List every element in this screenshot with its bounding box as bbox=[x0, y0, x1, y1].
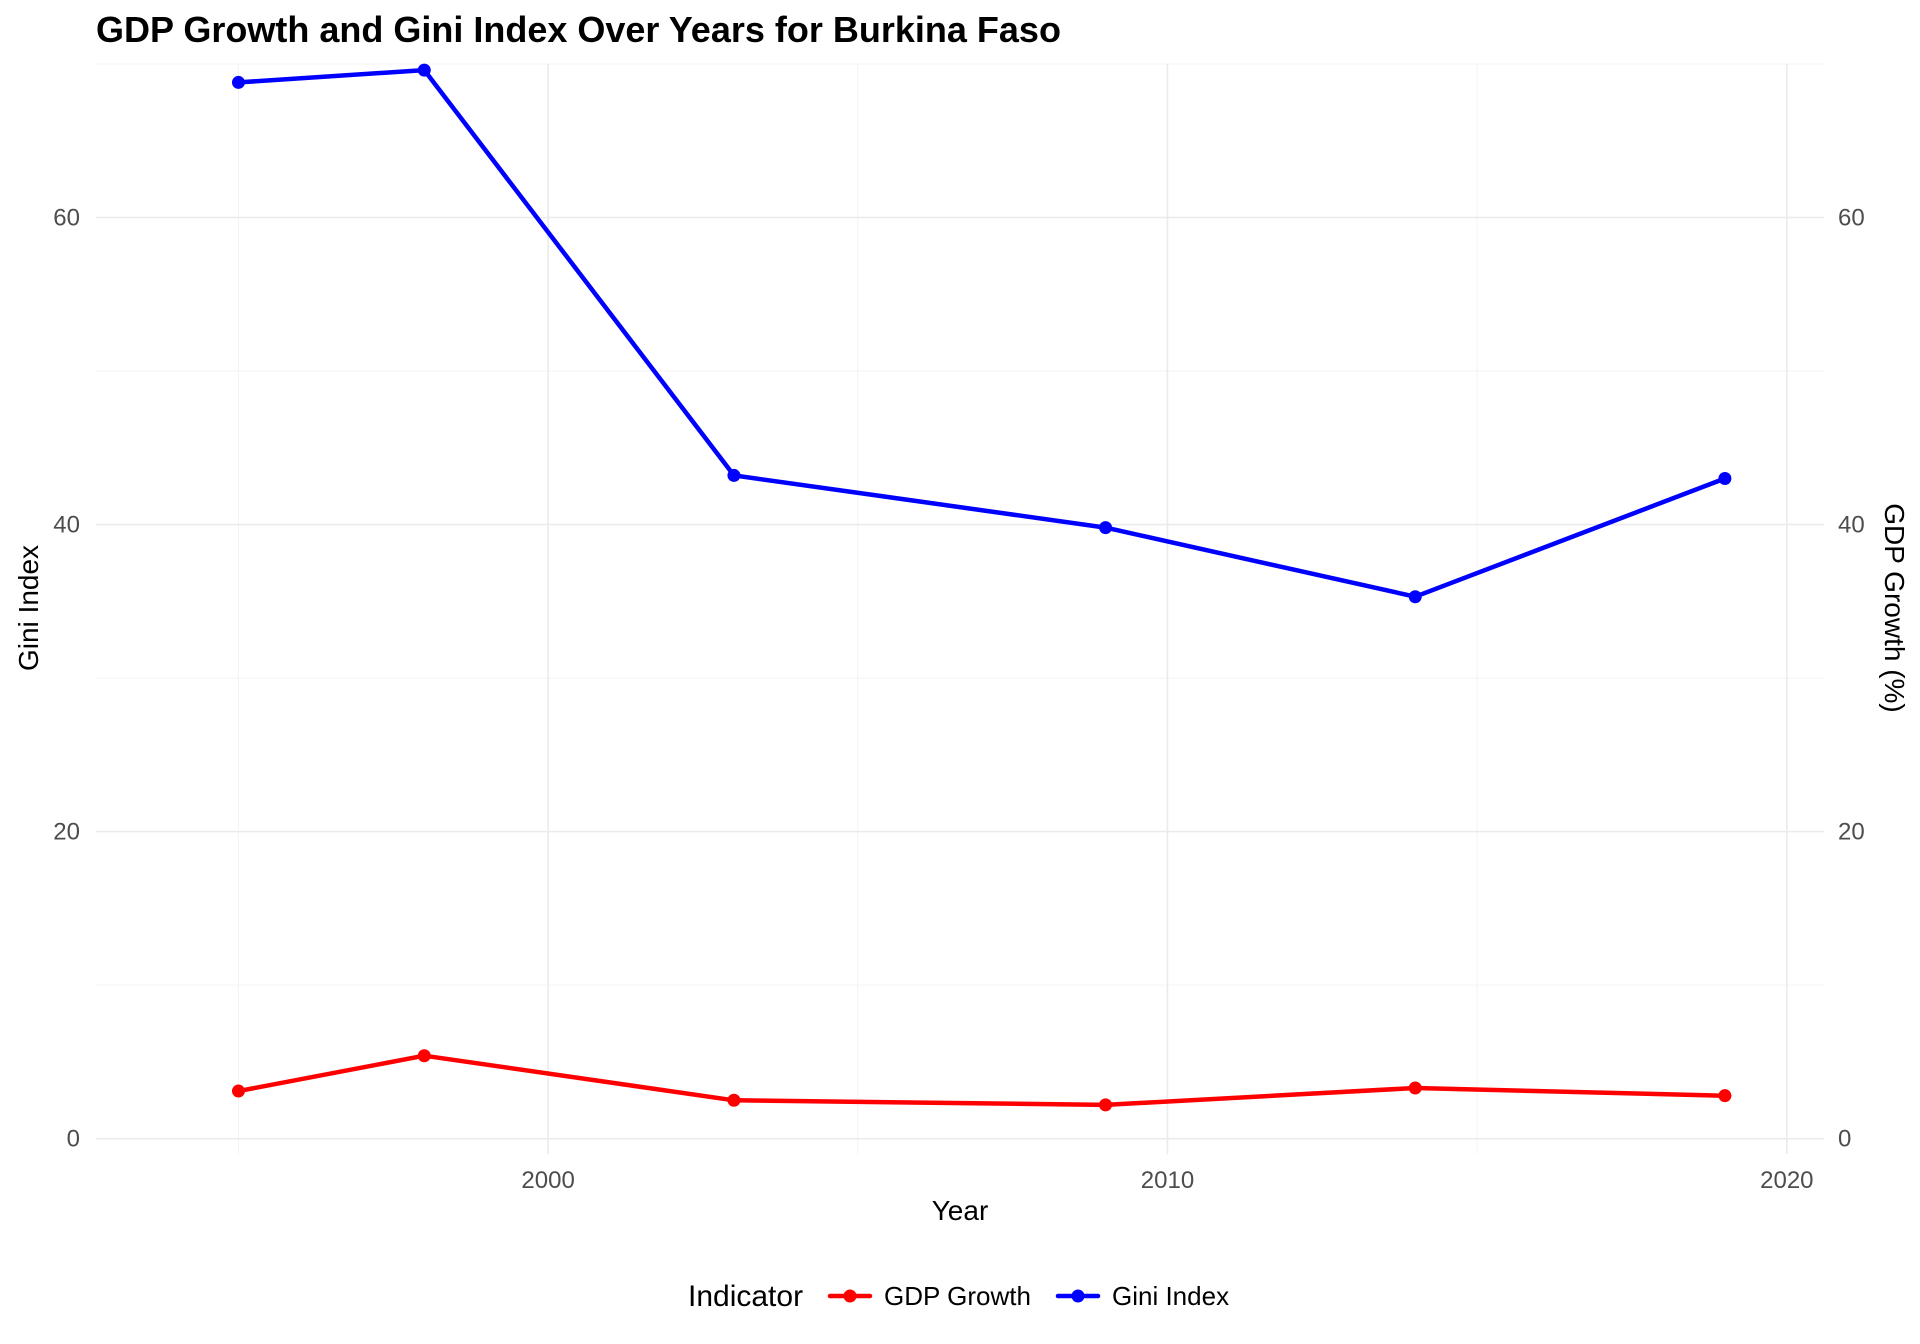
y2-tick-label: 0 bbox=[1838, 1126, 1851, 1153]
x-axis-title: Year bbox=[932, 1195, 989, 1226]
data-point-gdp-growth bbox=[1408, 1081, 1422, 1095]
legend-key-point bbox=[843, 1289, 857, 1303]
data-point-gdp-growth bbox=[417, 1049, 431, 1063]
y2-tick-label: 20 bbox=[1838, 819, 1865, 846]
x-tick-label: 2000 bbox=[521, 1167, 574, 1194]
legend-label: Gini Index bbox=[1112, 1281, 1229, 1311]
y-tick-label: 60 bbox=[53, 205, 80, 232]
series-line-gini-index bbox=[236, 67, 1728, 599]
x-axis-ticks: 2000 2010 2020 bbox=[521, 1167, 1813, 1194]
legend-key-point bbox=[1071, 1289, 1085, 1303]
data-point-gdp-growth bbox=[231, 1084, 245, 1098]
y-axis-ticks: 0 20 40 60 bbox=[53, 205, 80, 1153]
legend-title: Indicator bbox=[688, 1280, 803, 1313]
y2-tick-label: 60 bbox=[1838, 205, 1865, 232]
y-tick-label: 20 bbox=[53, 819, 80, 846]
grid bbox=[96, 63, 1824, 1154]
y-tick-label: 40 bbox=[53, 512, 80, 539]
legend: Indicator GDP Growth Gini Index bbox=[688, 1280, 1229, 1313]
y2-tick-label: 40 bbox=[1838, 512, 1865, 539]
x-tick-label: 2020 bbox=[1760, 1167, 1813, 1194]
data-point-gini-index bbox=[417, 63, 431, 77]
data-point-gini-index bbox=[1718, 472, 1732, 486]
data-point-gdp-growth bbox=[727, 1093, 741, 1107]
legend-label: GDP Growth bbox=[884, 1281, 1031, 1311]
data-point-gini-index bbox=[1408, 590, 1422, 604]
chart-title: GDP Growth and Gini Index Over Years for… bbox=[96, 9, 1061, 50]
data-point-gini-index bbox=[231, 75, 245, 89]
data-point-gini-index bbox=[727, 468, 741, 482]
series-line-gdp-growth bbox=[236, 1053, 1728, 1108]
x-tick-label: 2010 bbox=[1141, 1167, 1194, 1194]
y-tick-label: 0 bbox=[67, 1126, 80, 1153]
data-point-gdp-growth bbox=[1099, 1098, 1113, 1112]
y2-axis-title: GDP Growth (%) bbox=[1879, 503, 1910, 713]
series-layer bbox=[231, 63, 1732, 1112]
data-point-gini-index bbox=[1099, 521, 1113, 535]
data-point-gdp-growth bbox=[1718, 1089, 1732, 1103]
y2-axis-ticks: 0 20 40 60 bbox=[1838, 205, 1865, 1153]
y-axis-title: Gini Index bbox=[13, 545, 44, 671]
